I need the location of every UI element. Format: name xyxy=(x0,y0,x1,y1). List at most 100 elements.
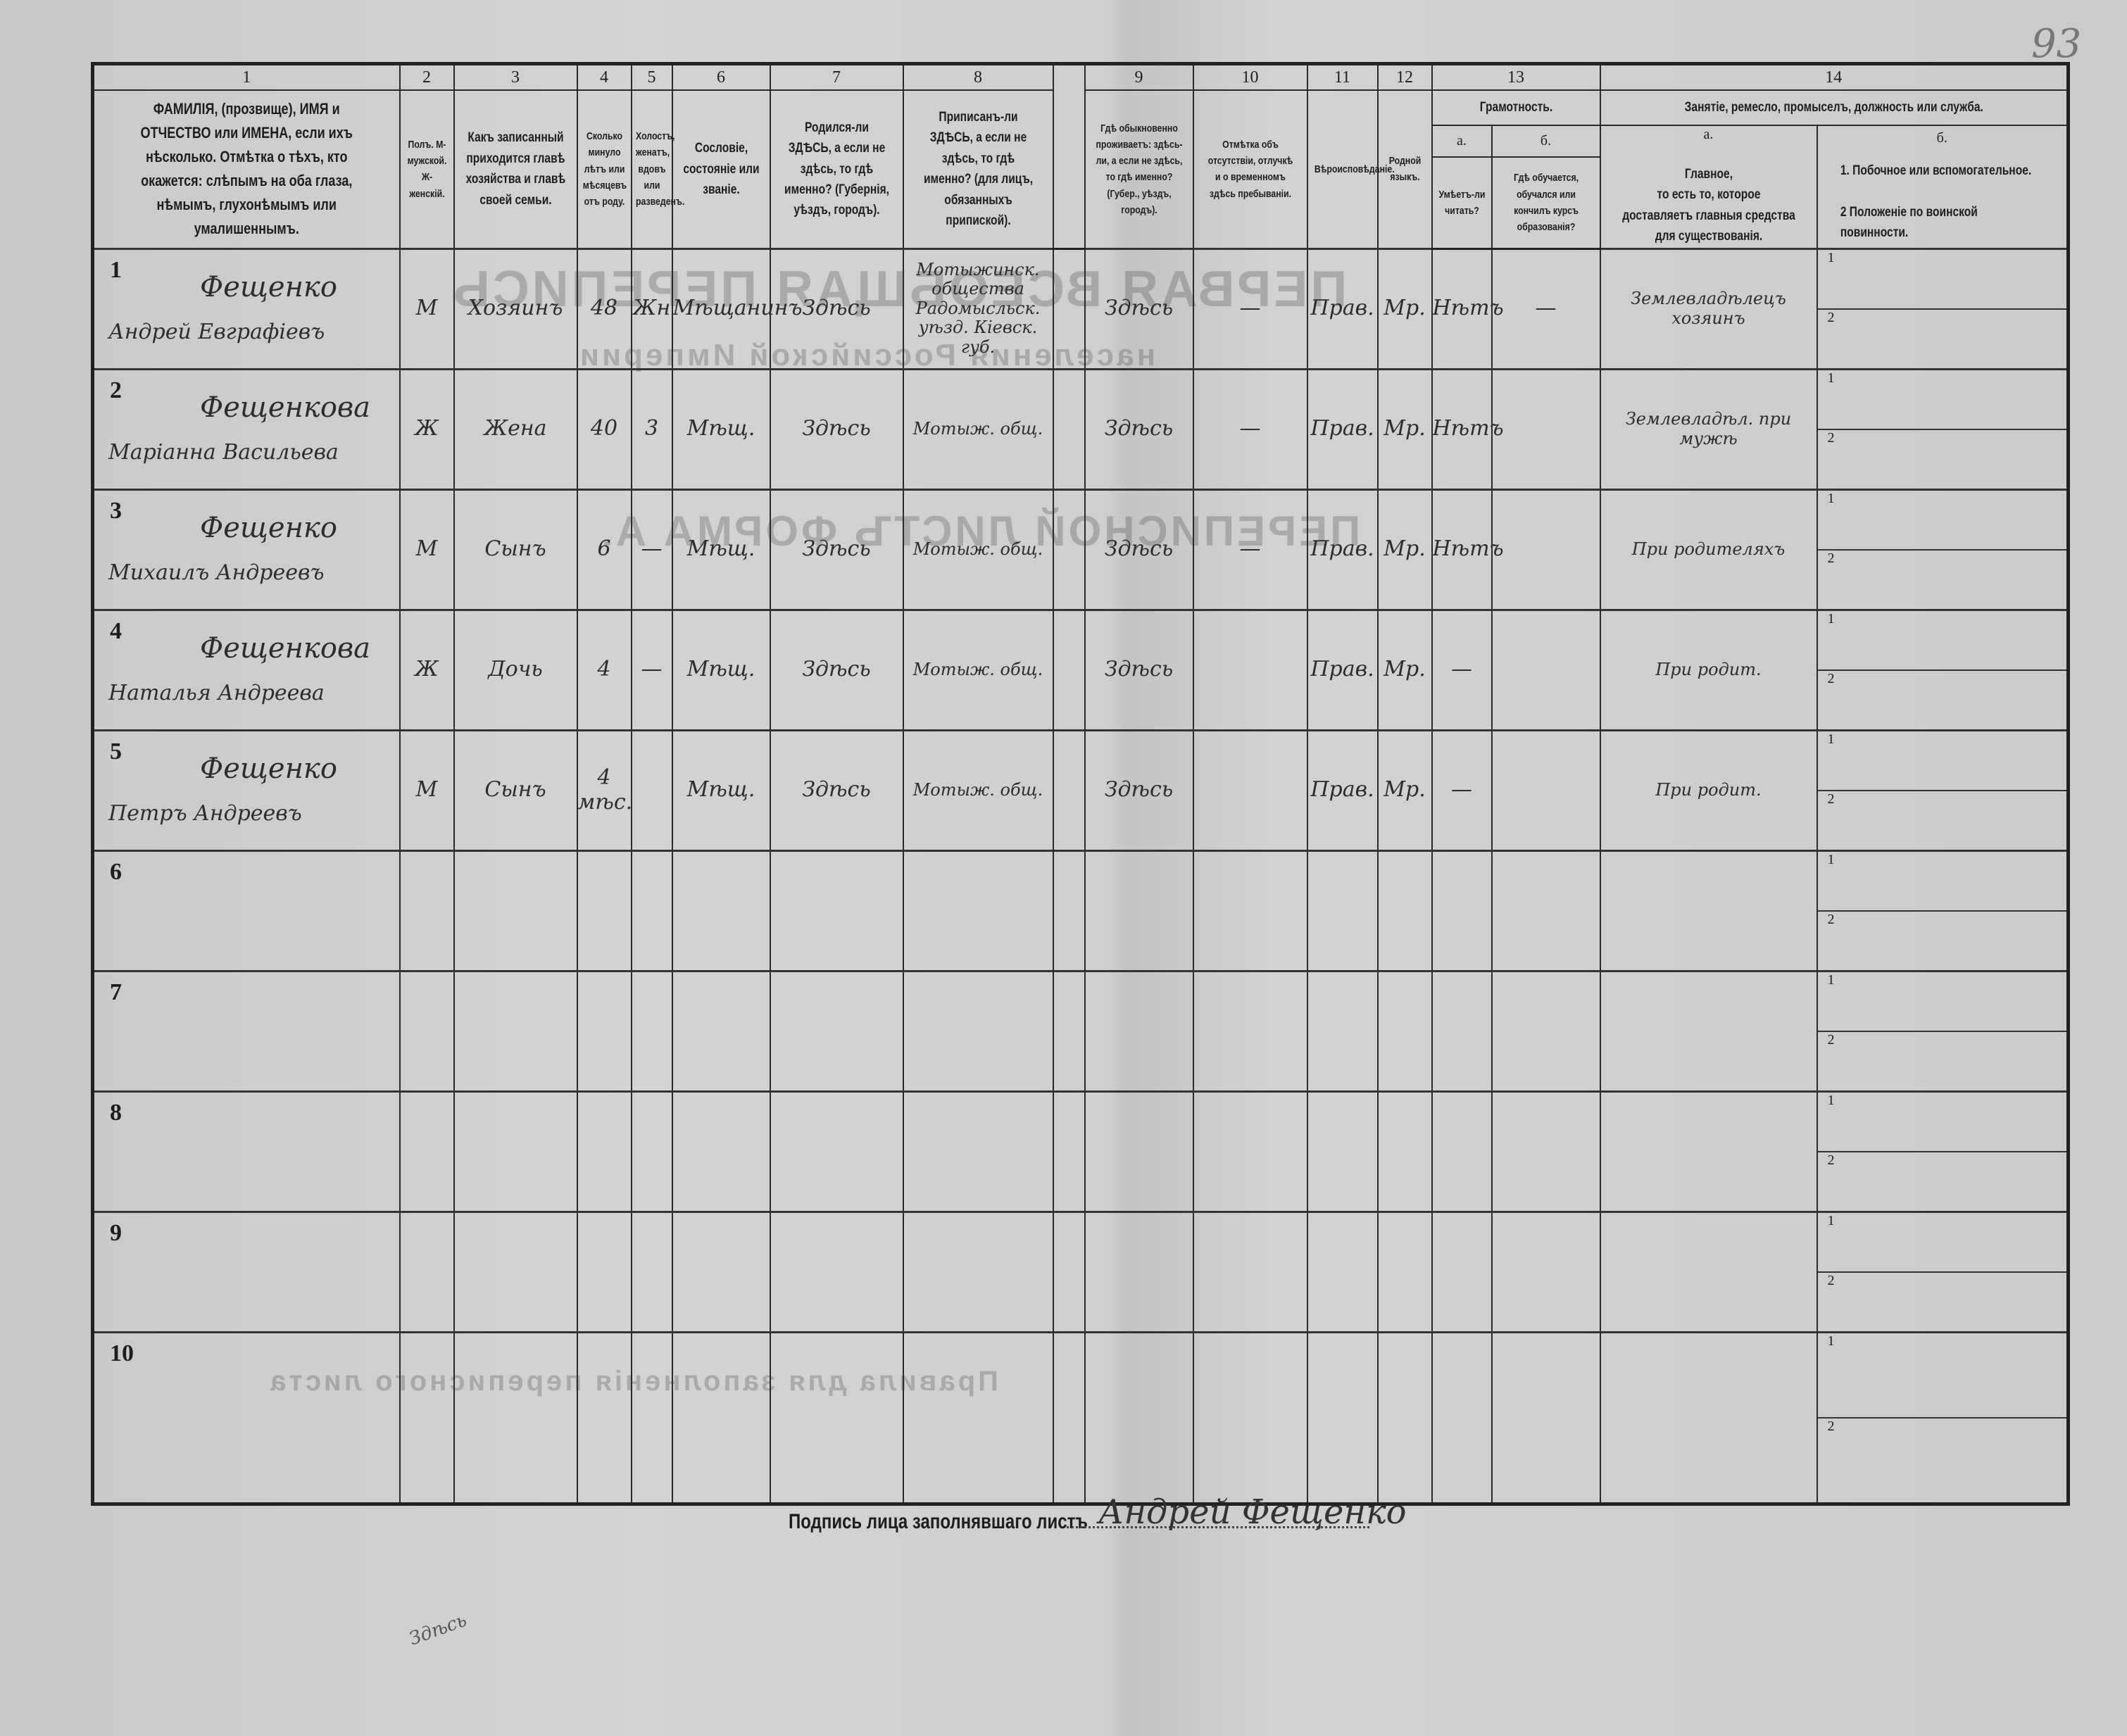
can-read-cell: Нѣтъ xyxy=(1431,488,1504,610)
can-read-cell xyxy=(1431,1210,1493,1333)
secondary-occupation-cell: 1 2 xyxy=(1816,367,2069,490)
secondary-occupation-cell: 1 2 xyxy=(1816,729,2069,851)
estate-cell xyxy=(671,1331,771,1504)
header-occupation-secondary: б. 1. Побочное или вспомогательное. 2 По… xyxy=(1816,125,2069,249)
sex-cell xyxy=(399,849,455,971)
surname: Фещенко xyxy=(200,511,337,544)
language-cell xyxy=(1376,849,1433,971)
sub-line-2: 2 xyxy=(1827,309,1835,325)
schooling-cell xyxy=(1491,849,1601,971)
secondary-occupation-cell: 1 2 xyxy=(1816,488,2069,610)
header-marital: Холостъ, женатъ, вдовъ или разведенъ. xyxy=(630,89,684,249)
registered-cell: Мотыж. общ. xyxy=(902,608,1054,731)
relation-cell: Хозяинъ xyxy=(453,247,578,370)
header-literacy: Грамотность. xyxy=(1431,89,1601,126)
col-number: 5 xyxy=(630,63,673,91)
marital-cell xyxy=(630,969,673,1092)
header-can-read: Умѣетъ-ли читать? xyxy=(1431,156,1493,250)
header-literacy-b-letter: б. xyxy=(1491,125,1601,158)
residence-cell xyxy=(1084,849,1194,971)
col-number: 7 xyxy=(769,63,904,91)
row-number: 1 xyxy=(110,256,122,283)
age-cell: 4 мѣс. xyxy=(576,729,632,851)
blank-cell xyxy=(1052,1090,1086,1212)
absence-cell xyxy=(1192,729,1308,851)
sex-cell: М xyxy=(399,488,455,610)
table-row: 2 Фещенкова Маріанна Васильева Ж Жена 40 3 Мѣ… xyxy=(92,367,2069,490)
name-cell: 4 Фещенкова Наталья Андреева xyxy=(92,608,401,731)
estate-cell xyxy=(671,969,771,1092)
registered-cell: Мотыж. общ. xyxy=(902,729,1054,851)
column-numbers-row: 1 2 3 4 5 6 7 8 9 10 11 12 13 14 xyxy=(92,63,2069,250)
age-cell xyxy=(576,1331,632,1504)
col-number: 3 xyxy=(453,63,578,91)
table-row: 1 Фещенко Андрей Евграфіевъ М Хозяинъ 48 Жн М… xyxy=(92,247,2069,370)
birthplace-cell: Здѣсь xyxy=(769,367,904,490)
occupation-cell xyxy=(1599,1210,1818,1333)
blank-cell xyxy=(1052,729,1086,851)
sex-cell xyxy=(399,969,455,1092)
language-cell: Мр. xyxy=(1376,729,1433,851)
sub-line-2: 2 xyxy=(1827,670,1835,686)
religion-cell xyxy=(1306,849,1379,971)
occupation-cell xyxy=(1599,969,1818,1092)
sub-line-1: 1 xyxy=(1817,972,2066,1032)
relation-cell xyxy=(453,849,578,971)
absence-cell xyxy=(1192,969,1308,1092)
relation-cell: Дочь xyxy=(453,608,578,731)
occupation-cell: Землевладѣл. при мужѣ xyxy=(1599,367,1818,490)
blank-cell xyxy=(1052,488,1086,610)
sex-cell xyxy=(399,1090,455,1212)
blank-cell xyxy=(1052,608,1086,731)
can-read-cell: — xyxy=(1431,608,1493,731)
col-number: 11 xyxy=(1306,63,1379,91)
surname: Фещенко xyxy=(200,752,337,785)
sub-line-1: 1 xyxy=(1817,731,2066,791)
birthplace-cell xyxy=(769,969,904,1092)
birthplace-cell xyxy=(769,1090,904,1212)
header-occupation-main: а. Главное, то есть то, которое доставля… xyxy=(1599,125,1818,249)
estate-cell: Мѣщ. xyxy=(671,608,771,731)
birthplace-cell: Здѣсь xyxy=(769,608,904,731)
language-cell: Мр. xyxy=(1376,247,1433,370)
occupation-cell: При родит. xyxy=(1599,729,1818,851)
row-number: 8 xyxy=(110,1099,122,1126)
absence-cell xyxy=(1192,608,1308,731)
secondary-occupation-cell: 1 2 xyxy=(1816,608,2069,731)
residence-cell: Здѣсь xyxy=(1084,608,1194,731)
age-cell: 6 xyxy=(576,488,632,610)
marital-cell xyxy=(630,1090,673,1212)
language-cell: Мр. xyxy=(1376,367,1433,490)
age-cell: 40 xyxy=(576,367,632,490)
blank-cell xyxy=(1052,367,1086,490)
name-cell: 5 Фещенко Петръ Андреевъ xyxy=(92,729,401,851)
religion-cell: Прав. xyxy=(1306,488,1379,610)
secondary-occupation-cell: 1 2 xyxy=(1816,969,2069,1092)
col-number: 8 xyxy=(902,63,1054,91)
marital-cell: — xyxy=(630,488,673,610)
relation-cell: Сынъ xyxy=(453,488,578,610)
language-cell: Мр. xyxy=(1376,488,1433,610)
sub-line-1: 1 xyxy=(1817,1093,2066,1152)
col-number: 10 xyxy=(1192,63,1308,91)
religion-cell: Прав. xyxy=(1306,367,1379,490)
secondary-occupation-cell: 1 2 xyxy=(1816,1090,2069,1212)
col-number: 1 xyxy=(92,63,401,91)
religion-cell xyxy=(1306,1090,1379,1212)
secondary-occupation-cell: 1 2 xyxy=(1816,1331,2069,1504)
header-schooling: Гдѣ обучается, обучался или кончилъ курс… xyxy=(1491,156,1601,250)
given-name: Наталья Андреева xyxy=(108,680,325,705)
occupation-cell xyxy=(1599,1331,1818,1504)
estate-cell: Мѣщ. xyxy=(671,488,771,610)
schooling-cell xyxy=(1491,1331,1601,1504)
religion-cell: Прав. xyxy=(1306,247,1379,370)
surname: Фещенко xyxy=(200,270,337,303)
table-row: 9 1 2 xyxy=(92,1210,2069,1333)
can-read-cell xyxy=(1431,1331,1493,1504)
table-row: 8 1 2 xyxy=(92,1090,2069,1212)
sex-cell: Ж xyxy=(399,608,455,731)
registered-cell: Мотыжинск. общества Радомысльск. уѣзд. К… xyxy=(902,247,1054,370)
registered-cell: Мотыж. общ. xyxy=(902,488,1054,610)
sex-cell: М xyxy=(399,729,455,851)
absence-cell: — xyxy=(1192,367,1308,490)
